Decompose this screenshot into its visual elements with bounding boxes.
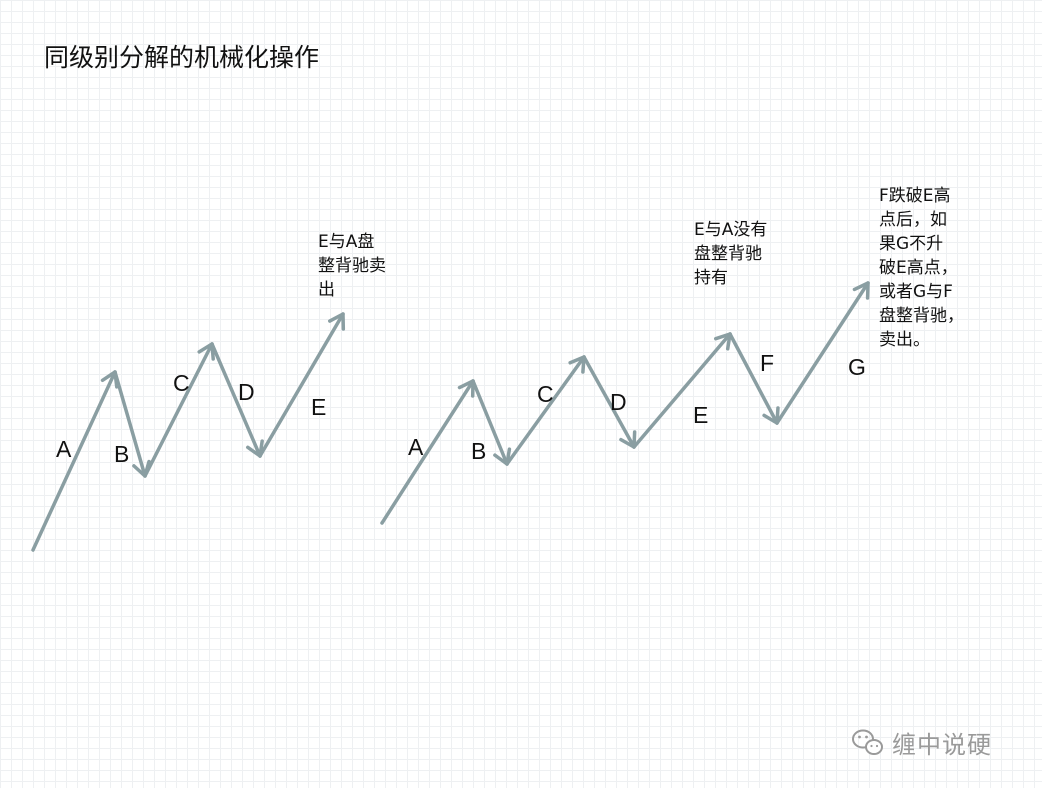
watermark-text: 缠中说硬	[892, 730, 992, 759]
right-note-line-1: F跌破E高	[879, 186, 951, 206]
left-wave-label-d: D	[238, 379, 255, 405]
left-wave-arrow-arrowhead-5	[328, 312, 346, 331]
left-note-line-3: 出	[318, 280, 335, 300]
right-note-line-2: 点后，如	[879, 210, 947, 230]
arrow-layer	[31, 281, 870, 552]
middle-wave-arrow-segment-6	[728, 332, 780, 425]
middle-note-line-2: 盘整背驰	[694, 244, 762, 264]
middle-wave-arrow-segment-7	[775, 281, 870, 425]
middle-wave-label-d: D	[610, 389, 627, 415]
middle-note: E与A没有 盘整背驰 持有	[694, 218, 767, 290]
right-note: F跌破E高 点后，如 果G不升 破E高点， 或者G与F 盘整背驰， 卖出。	[879, 184, 964, 352]
right-wave-label-f: F	[760, 350, 775, 376]
left-wave-arrow-segment-5	[258, 312, 346, 458]
middle-wave-arrow-arrowhead-7	[852, 281, 870, 300]
right-note-line-5: 或者G与F	[879, 282, 953, 302]
middle-note-line-1: E与A没有	[694, 220, 768, 240]
right-note-line-6: 盘整背驰，	[879, 306, 964, 326]
left-wave-label-a: A	[56, 436, 72, 462]
left-note: E与A盘 整背驰卖 出	[318, 230, 386, 302]
left-wave-arrow-segment-3	[143, 342, 215, 478]
left-note-line-2: 整背驰卖	[318, 256, 386, 276]
middle-wave-label-a: A	[408, 434, 424, 460]
middle-wave-label-c: C	[537, 381, 554, 407]
middle-note-line-3: 持有	[694, 268, 728, 288]
right-wave-label-g: G	[848, 354, 866, 380]
left-note-line-1: E与A盘	[318, 232, 375, 252]
middle-wave-arrow-segment-5	[632, 332, 732, 449]
wechat-icon	[852, 729, 883, 755]
page-title: 同级别分解的机械化操作	[44, 43, 320, 72]
left-wave-label-e: E	[311, 394, 327, 420]
middle-wave-label-b: B	[471, 438, 487, 464]
left-wave-arrow-segment-1	[31, 370, 119, 552]
right-note-line-3: 果G不升	[879, 234, 944, 254]
right-note-line-4: 破E高点，	[879, 258, 958, 278]
left-wave-label-b: B	[114, 441, 130, 467]
left-wave-label-c: C	[173, 370, 190, 396]
right-note-line-7: 卖出。	[879, 330, 930, 350]
watermark: 缠中说硬	[850, 722, 992, 762]
middle-wave-arrow-segment-1	[380, 379, 475, 525]
middle-wave-label-e: E	[693, 402, 709, 428]
middle-wave-arrow-segment-3	[505, 355, 586, 466]
